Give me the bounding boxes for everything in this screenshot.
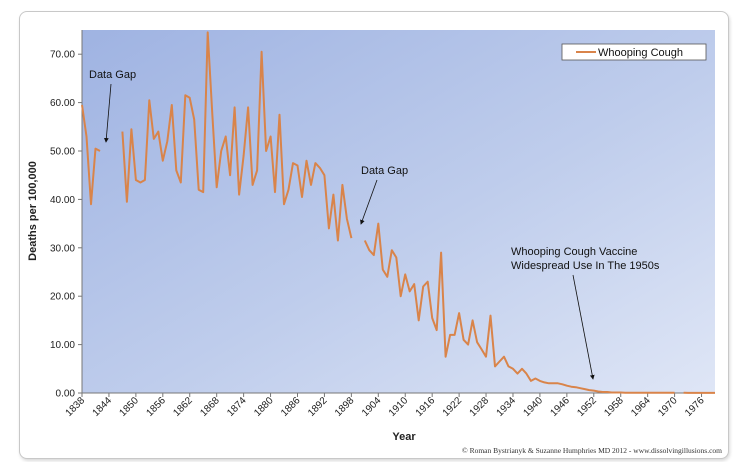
plot-area: [82, 30, 715, 393]
x-tick-label: 1940: [522, 395, 546, 419]
annotation-data-gap-2: Data Gap: [360, 165, 408, 225]
x-tick-label: 1886: [279, 395, 303, 419]
x-tick-label: 1850: [117, 395, 141, 419]
y-tick-label: 30.00: [50, 243, 75, 254]
x-tick-label: 1862: [171, 395, 195, 419]
legend: Whooping Cough: [561, 43, 707, 61]
x-tick-label: 1958: [602, 395, 626, 419]
x-tick-label: 1904: [360, 395, 384, 419]
x-tick-label: 1952: [575, 395, 599, 419]
y-tick-label: 40.00: [50, 195, 75, 206]
x-tick-label: 1868: [198, 395, 222, 419]
y-tick-label: 0.00: [56, 389, 76, 400]
annotation-label-line1: Whooping Cough Vaccine: [511, 246, 637, 258]
x-tick-label: 1922: [441, 395, 465, 419]
x-tick-labels: 1838 1844 1850 1856 1862 1868 1874 1880 1886 1892…: [64, 393, 707, 419]
y-tick-labels: 0.00 10.00 20.00 30.00 40.00 50.00 60.00 70.00: [50, 50, 82, 400]
annotation-arrow: [103, 83, 112, 143]
x-tick-label: 1946: [548, 395, 572, 419]
y-axis-label: Deaths per 100,000: [27, 161, 39, 261]
x-tick-label: 1856: [144, 395, 168, 419]
credit-text: © Roman Bystrianyk & Suzanne Humphries M…: [462, 446, 722, 455]
annotation-vaccine: Whooping Cough Vaccine Widespread Use In…: [511, 246, 660, 380]
series-line-segment: [81, 104, 101, 206]
annotation-arrow: [572, 274, 595, 380]
x-tick-label: 1910: [387, 395, 411, 419]
series-lines: [81, 31, 715, 394]
annotation-arrow: [360, 179, 378, 225]
x-tick-label: 1934: [495, 395, 519, 419]
x-tick-label: 1892: [306, 395, 330, 419]
legend-label: Whooping Cough: [598, 47, 683, 59]
x-tick-label: 1916: [414, 395, 438, 419]
x-tick-label: 1874: [225, 395, 249, 419]
x-tick-label: 1970: [656, 395, 680, 419]
legend-box: [561, 43, 707, 61]
x-tick-label: 1898: [333, 395, 357, 419]
x-tick-label: 1976: [683, 395, 707, 419]
annotation-label-line2: Widespread Use In The 1950s: [511, 260, 660, 272]
x-tick-label: 1928: [468, 395, 492, 419]
y-tick-label: 60.00: [50, 98, 75, 109]
series-line-segment: [121, 31, 353, 242]
y-tick-label: 20.00: [50, 292, 75, 303]
x-tick-label: 1964: [629, 395, 653, 419]
series-line-segment: [363, 222, 675, 394]
annotation-label: Data Gap: [89, 69, 136, 81]
y-tick-label: 10.00: [50, 340, 75, 351]
x-tick-label: 1880: [252, 395, 276, 419]
annotation-label: Data Gap: [361, 165, 408, 177]
x-axis-label: Year: [392, 431, 416, 443]
y-tick-label: 70.00: [50, 50, 75, 61]
y-tick-label: 50.00: [50, 147, 75, 158]
x-tick-label: 1844: [91, 395, 115, 419]
annotation-data-gap-1: Data Gap: [89, 69, 136, 143]
